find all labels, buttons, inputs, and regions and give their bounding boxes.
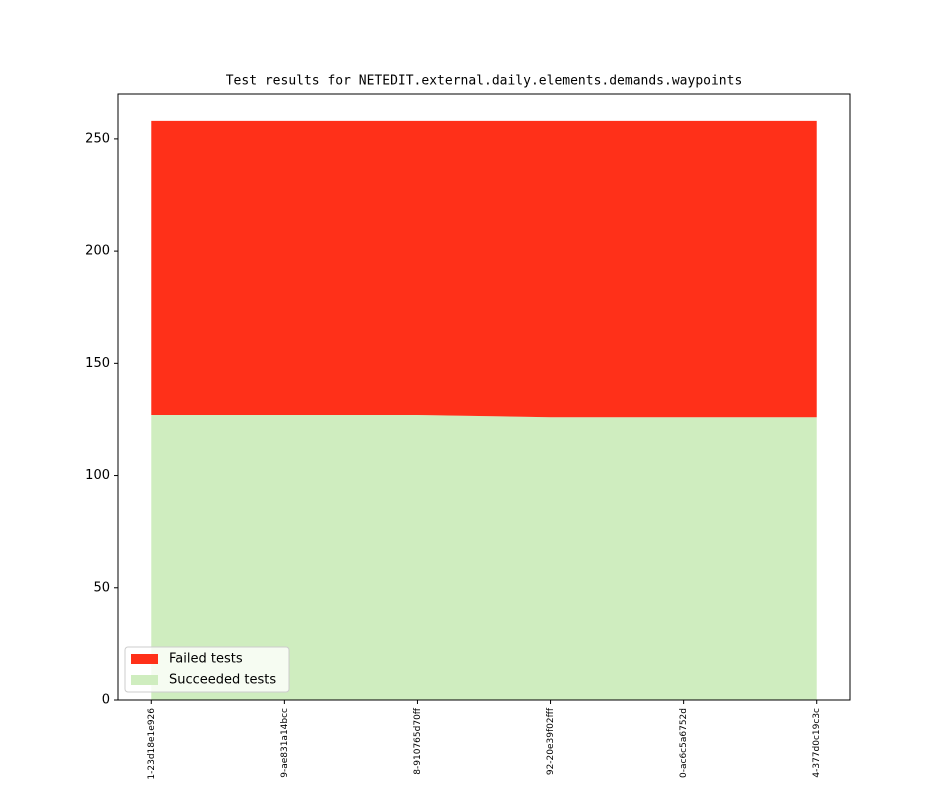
x-tick-label: 0-ac6c5a6752d — [679, 708, 689, 778]
area — [151, 414, 817, 700]
x-tick-label: 9-ae831a14bcc — [280, 708, 290, 778]
chart-title: Test results for NETEDIT.external.daily.… — [226, 74, 743, 89]
x-tick-label: 1-23d18e1e926 — [147, 708, 157, 780]
y-tick-label: 200 — [85, 244, 110, 259]
legend-label: Failed tests — [169, 652, 243, 667]
area — [151, 120, 817, 418]
plot-frame — [117, 93, 851, 701]
y-tick-label: 50 — [93, 580, 110, 595]
y-tick-label: 100 — [85, 468, 110, 483]
y-tick-label: 0 — [102, 693, 110, 708]
legend-swatch — [131, 654, 158, 664]
x-tick-label: 8-910765d70ff — [413, 707, 423, 774]
legend-label: Succeeded tests — [169, 673, 276, 688]
legend-box — [124, 646, 290, 693]
y-tick-label: 150 — [85, 356, 110, 371]
x-tick-label: 92-20e39f02fff — [546, 707, 556, 775]
x-tick-label: 4-377d0c19c3c — [812, 708, 822, 778]
y-tick-label: 250 — [85, 131, 110, 146]
legend-swatch — [131, 675, 158, 685]
